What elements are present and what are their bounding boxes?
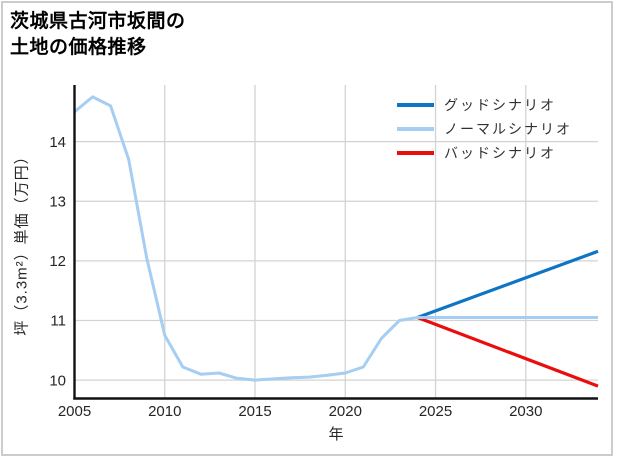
legend-item-bad: バッドシナリオ [397,141,572,165]
series-line-good [416,249,599,320]
series-line-normal [73,95,598,382]
x-tick-label-2010: 2010 [148,403,181,420]
chart-title: 茨城県古河市坂間の 土地の価格推移 [10,9,186,61]
bad-scenario-line-swatch [397,151,434,155]
y-axis-label: 坪（3.3m²）単価（万円） [13,148,31,336]
x-tick-label-2030: 2030 [509,403,542,420]
series-line-bad [416,316,599,388]
normal-scenario-line-swatch [397,127,434,131]
y-tick-label-14: 14 [49,134,66,151]
legend-label-good: グッドシナリオ [444,97,556,113]
legend: グッドシナリオ ノーマルシナリオ バッドシナリオ [397,93,572,165]
x-tick-label-2015: 2015 [238,403,271,420]
x-tick-label-2020: 2020 [329,403,362,420]
y-tick-label-13: 13 [49,193,66,210]
chart-title-line2: 土地の価格推移 [10,37,147,58]
legend-item-good: グッドシナリオ [397,93,572,117]
chart-title-line1: 茨城県古河市坂間の [10,11,186,32]
legend-label-normal: ノーマルシナリオ [444,121,572,137]
legend-label-bad: バッドシナリオ [444,145,556,161]
y-tick-label-10: 10 [49,372,66,389]
y-tick-label-11: 11 [50,313,66,330]
x-axis-label: 年 [328,426,344,443]
x-tick-label-2025: 2025 [419,403,452,420]
y-tick-label-12: 12 [49,253,66,270]
x-tick-label-2005: 2005 [58,403,91,420]
legend-item-normal: ノーマルシナリオ [397,117,572,141]
good-scenario-line-swatch [397,103,434,107]
